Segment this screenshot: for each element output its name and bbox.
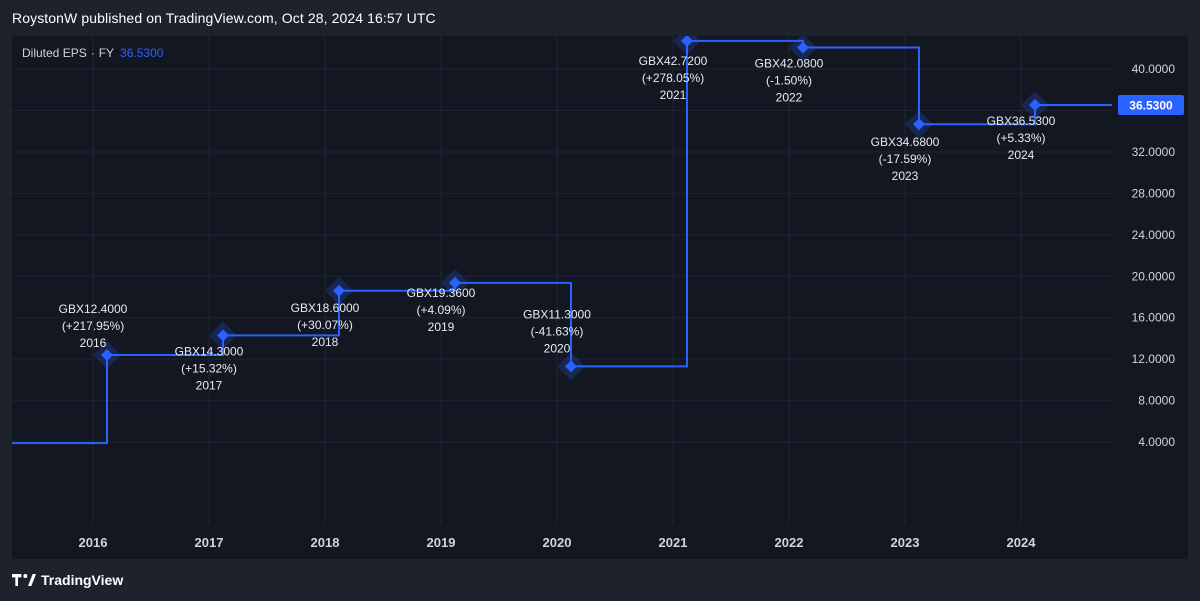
x-tick-label: 2021 <box>659 535 688 550</box>
data-point-marker[interactable] <box>217 329 229 342</box>
annotation-value: GBX19.3600 <box>407 286 476 300</box>
series-legend[interactable]: Diluted EPS · FY 36.5300 <box>22 46 163 60</box>
annotation-year: 2016 <box>80 336 107 350</box>
x-tick-label: 2019 <box>427 535 456 550</box>
x-tick-label: 2016 <box>79 535 108 550</box>
data-point[interactable] <box>209 321 237 350</box>
data-point[interactable] <box>325 276 353 305</box>
legend-title: Diluted EPS <box>22 46 87 60</box>
y-tick-label: 12.0000 <box>1132 352 1176 366</box>
annotation-layer: GBX12.4000 (+217.95%) 2016 GBX14.3000 (+15.3… <box>59 54 1056 392</box>
annotation-change: (+5.33%) <box>996 131 1045 145</box>
annotation-change: (+278.05%) <box>642 71 704 85</box>
data-point-marker[interactable] <box>797 41 809 54</box>
series-layer <box>12 39 1112 445</box>
data-point-marker[interactable] <box>681 36 693 47</box>
grid-layer <box>12 36 1112 524</box>
annotation-value: GBX18.6000 <box>291 301 360 315</box>
y-tick-label: 8.0000 <box>1138 394 1175 408</box>
data-point-marker[interactable] <box>333 284 345 297</box>
annotation-change: (-17.59%) <box>879 152 932 166</box>
annotation-value: GBX36.5300 <box>987 114 1056 128</box>
data-point-marker[interactable] <box>565 360 577 373</box>
annotation-value: GBX42.7200 <box>639 54 708 68</box>
annotation-year: 2020 <box>544 341 571 355</box>
x-tick-label: 2024 <box>1007 535 1037 550</box>
annotation-change: (+4.09%) <box>416 303 465 317</box>
x-tick-label: 2022 <box>775 535 804 550</box>
annotation-change: (-41.63%) <box>531 324 584 338</box>
data-point[interactable] <box>557 352 585 381</box>
annotation-year: 2022 <box>776 91 803 105</box>
data-point-marker[interactable] <box>101 349 113 362</box>
brand-name: TradingView <box>41 572 124 588</box>
data-point[interactable] <box>905 110 933 139</box>
annotation-value: GBX14.3000 <box>175 344 244 358</box>
y-tick-label: 4.0000 <box>1138 435 1175 449</box>
data-point[interactable] <box>789 36 817 62</box>
annotation-change: (-1.50%) <box>766 74 812 88</box>
tradingview-logo-icon <box>12 574 36 586</box>
data-point-marker[interactable] <box>1029 99 1041 112</box>
last-price-tag-bg <box>1118 95 1184 116</box>
annotation-year: 2018 <box>312 335 339 349</box>
last-price-tag[interactable]: 36.5300 <box>1118 95 1184 116</box>
last-price-tag-label: 36.5300 <box>1129 99 1173 113</box>
annotation-value: GBX42.0800 <box>755 57 824 71</box>
annotation-change: (+217.95%) <box>62 319 124 333</box>
data-point-marker[interactable] <box>449 276 461 289</box>
legend-period: FY <box>98 46 115 60</box>
data-point[interactable] <box>441 268 469 297</box>
annotation-change: (+30.07%) <box>297 318 353 332</box>
y-tick-label: 32.0000 <box>1132 145 1176 159</box>
x-axis[interactable]: 2016 2017 2018 2019 2020 2021 2022 2023 2024 <box>79 535 1037 550</box>
annotation-year: 2023 <box>892 169 919 183</box>
data-point-marker[interactable] <box>913 118 925 131</box>
data-point[interactable] <box>1021 91 1049 120</box>
chart-panel[interactable]: GBX12.4000 (+217.95%) 2016 GBX14.3000 (+15.3… <box>12 36 1188 559</box>
y-axis[interactable]: 4.0000 8.0000 12.0000 16.0000 20.0000 24.0000… <box>1118 36 1184 449</box>
y-tick-label: 28.0000 <box>1132 186 1176 200</box>
x-tick-label: 2020 <box>543 535 572 550</box>
y-tick-label: 40.0000 <box>1132 62 1176 76</box>
data-point[interactable] <box>93 341 121 370</box>
marker-layer[interactable] <box>93 36 1049 381</box>
annotation-year: 2021 <box>660 88 687 102</box>
data-point[interactable] <box>673 36 701 55</box>
annotation-year: 2024 <box>1008 148 1035 162</box>
annotation-year: 2019 <box>428 320 455 334</box>
y-tick-label: 16.0000 <box>1132 311 1176 325</box>
legend-value: 36.5300 <box>120 46 164 60</box>
x-tick-label: 2018 <box>311 535 340 550</box>
annotation-value: GBX12.4000 <box>59 302 128 316</box>
chart-svg[interactable]: GBX12.4000 (+217.95%) 2016 GBX14.3000 (+15.3… <box>12 36 1188 559</box>
x-tick-label: 2023 <box>891 535 920 550</box>
series-line <box>12 39 1112 445</box>
y-tick-label: 20.0000 <box>1132 269 1176 283</box>
footer-brand[interactable]: TradingView <box>12 571 123 589</box>
top-bar: RoystonW published on TradingView.com, O… <box>0 0 1200 36</box>
annotation-year: 2017 <box>196 378 223 392</box>
legend-separator: · <box>90 46 95 60</box>
y-tick-label: 24.0000 <box>1132 228 1176 242</box>
annotation-change: (+15.32%) <box>181 361 237 375</box>
annotation-value: GBX11.3000 <box>523 307 591 321</box>
attribution-text: RoystonW published on TradingView.com, O… <box>12 10 436 26</box>
x-tick-label: 2017 <box>195 535 224 550</box>
annotation-value: GBX34.6800 <box>871 135 940 149</box>
